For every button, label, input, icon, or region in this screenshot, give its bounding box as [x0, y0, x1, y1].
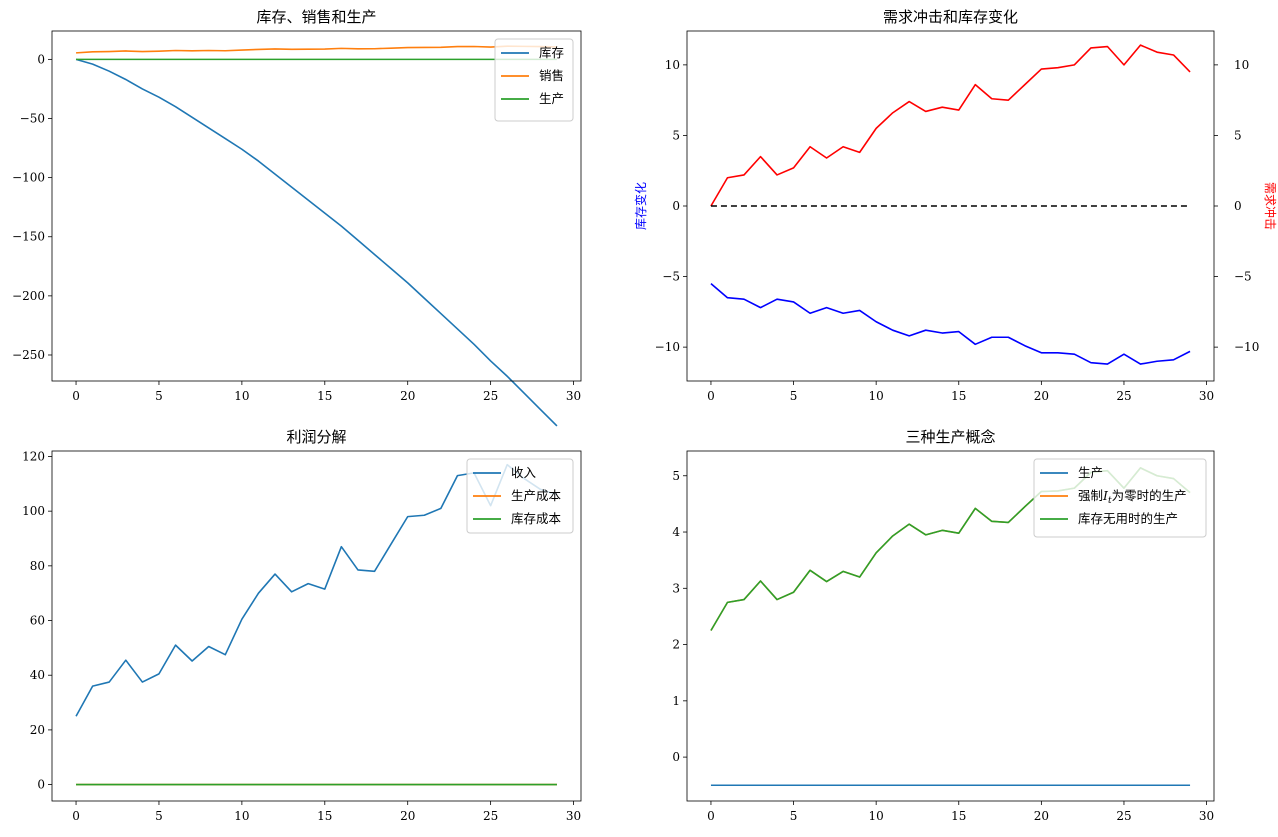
- legend-frame: [466, 458, 574, 534]
- plot-frame: [686, 30, 1215, 382]
- x-tick-label: 0: [707, 389, 715, 403]
- x-tick-label: 20: [400, 809, 415, 823]
- x-tick-label: 5: [155, 809, 163, 823]
- x-tick-label: 10: [234, 389, 249, 403]
- y-tick-label: −250: [12, 348, 45, 362]
- x-tick-label: 10: [869, 809, 884, 823]
- y-tick-label: −150: [12, 230, 45, 244]
- x-tick-label: 20: [1034, 809, 1049, 823]
- series-line-1: [75, 58, 558, 427]
- legend-label: 强制It为零时的生产: [1078, 488, 1187, 506]
- y-tick-label: 40: [30, 668, 45, 682]
- legend-frame: [494, 38, 574, 122]
- x-tick-label: 30: [1199, 809, 1214, 823]
- y-tick-label: 120: [22, 449, 45, 463]
- x-tick-label: 5: [790, 389, 798, 403]
- chart-2: 需求冲击和库存变化 0 5 10 15 20 25 30 10 5 0 −5 −10 10 5 0 −5 −10 库…: [633, 8, 1278, 403]
- chart-3: 利润分解 0 5 10 15 20 25 30 120 100 80 60 40 20 0 收入生产成本库存成…: [22, 428, 582, 823]
- x-tick-label: 5: [790, 809, 798, 823]
- y-tick-label: 5: [672, 469, 680, 483]
- y-tick-label: −50: [20, 112, 45, 126]
- y-tick-label: −200: [12, 289, 45, 303]
- x-tick-label: 0: [707, 809, 715, 823]
- x-tick-label: 25: [483, 389, 498, 403]
- y-tick-label: 3: [672, 581, 680, 595]
- x-tick-label: 0: [72, 809, 80, 823]
- legend-label: 库存: [539, 45, 564, 60]
- y-tick-label: 2: [672, 638, 680, 652]
- legend-label: 销售: [539, 68, 564, 83]
- series-line-2: [75, 45, 557, 54]
- y-tick-label: 4: [672, 525, 680, 539]
- chart-title: 需求冲击和库存变化: [883, 8, 1018, 26]
- chart-title: 利润分解: [286, 428, 346, 446]
- x-tick-label: 25: [1116, 389, 1131, 403]
- x-tick-label: 20: [400, 389, 415, 403]
- legend-label: 收入: [511, 465, 537, 480]
- y-tick-label: 0: [672, 750, 680, 764]
- y-axis-label: 库存变化: [633, 182, 648, 230]
- x-tick-label: 15: [317, 389, 332, 403]
- x-tick-label: 30: [566, 809, 581, 823]
- y-tick-label: 10: [665, 58, 680, 72]
- x-tick-label: 15: [951, 389, 966, 403]
- legend-label: 生产: [539, 91, 564, 106]
- series-line-1: [710, 44, 1191, 207]
- x-tick-label: 15: [317, 809, 332, 823]
- x-tick-label: 30: [1199, 389, 1214, 403]
- x-tick-label: 20: [1034, 389, 1049, 403]
- x-tick-label: 5: [155, 389, 163, 403]
- y-tick-label: 0: [37, 778, 45, 792]
- y-tick-label: 60: [30, 614, 45, 628]
- chart-title: 三种生产概念: [905, 428, 995, 446]
- x-tick-label: 25: [483, 809, 498, 823]
- y2-tick-label: 5: [1234, 128, 1242, 142]
- plot-frame: [51, 30, 582, 382]
- y-tick-label: 80: [30, 559, 45, 573]
- legend-label: 生产成本: [511, 488, 562, 503]
- y-tick-label: 1: [672, 694, 680, 708]
- y2-tick-label: −5: [1234, 270, 1252, 284]
- chart-title: 库存、销售和生产: [256, 8, 376, 26]
- legend-frame: [1033, 458, 1207, 538]
- y-tick-label: 0: [672, 199, 680, 213]
- y2-tick-label: −10: [1234, 340, 1259, 354]
- y-tick-label: 0: [37, 52, 45, 66]
- series-line-2: [710, 283, 1191, 365]
- x-tick-label: 10: [234, 809, 249, 823]
- x-tick-label: 10: [869, 389, 884, 403]
- legend-label: 库存无用时的生产: [1078, 511, 1178, 526]
- y-tick-label: −10: [655, 340, 680, 354]
- y2-axis-label: 需求冲击: [1263, 182, 1278, 230]
- x-tick-label: 15: [951, 809, 966, 823]
- y2-tick-label: 0: [1234, 199, 1242, 213]
- x-tick-label: 25: [1116, 809, 1131, 823]
- y-tick-label: −5: [662, 270, 680, 284]
- y-tick-label: 20: [30, 723, 45, 737]
- plot-frame: [51, 450, 582, 802]
- y-tick-label: −100: [12, 171, 45, 185]
- x-tick-label: 0: [72, 389, 80, 403]
- chart-1: 库存、销售和生产 0 5 10 15 20 25 30 0 −50 −100 −150 −200 −250…: [12, 8, 582, 427]
- y-tick-label: 100: [22, 504, 45, 518]
- plot-frame: [686, 450, 1215, 802]
- legend-label: 库存成本: [511, 511, 562, 526]
- x-tick-label: 30: [566, 389, 581, 403]
- legend-label: 生产: [1078, 465, 1103, 480]
- y2-tick-label: 10: [1234, 58, 1249, 72]
- y-tick-label: 5: [672, 128, 680, 142]
